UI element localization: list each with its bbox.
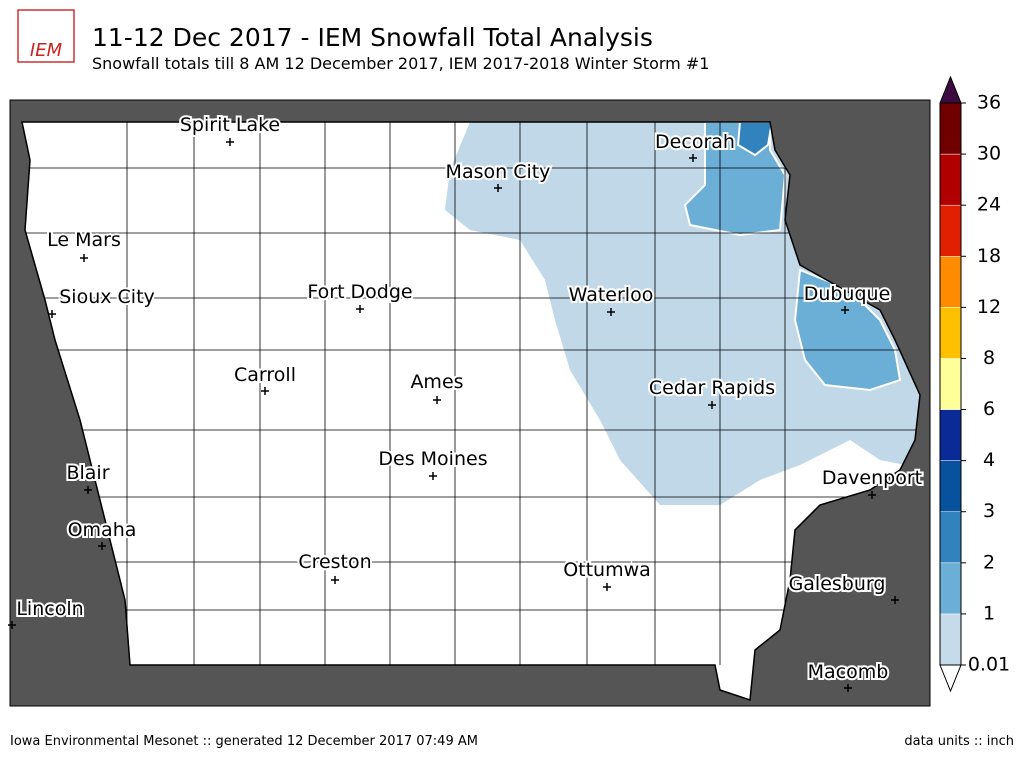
colorbar-segment [939, 358, 962, 410]
city-marker [356, 305, 364, 313]
colorbar-label: 0.01 [968, 654, 1010, 676]
city-marker [226, 138, 234, 146]
footer-left: Iowa Environmental Mesonet :: generated … [10, 734, 478, 749]
city-marker [331, 576, 339, 584]
city-label: Galesburg [789, 573, 886, 595]
colorbar-label: 18 [977, 245, 1001, 267]
city-marker [48, 310, 56, 318]
city-label: Dubuque [804, 283, 891, 305]
city-marker [689, 154, 697, 162]
city-marker [98, 542, 106, 550]
city-label: Mason City [446, 161, 551, 183]
logo-text: IEM [30, 40, 63, 61]
city-label: Creston [298, 551, 371, 573]
colorbar-outline [939, 103, 962, 665]
city-label: Waterloo [569, 284, 654, 306]
colorbar-label: 4 [983, 449, 995, 471]
city-label: Ames [410, 371, 463, 393]
city-label: Carroll [234, 364, 296, 386]
city-marker [607, 308, 615, 316]
city-marker [891, 596, 899, 604]
city-label: Omaha [68, 519, 137, 541]
colorbar-label: 2 [983, 551, 995, 573]
colorbar-label: 6 [983, 398, 995, 420]
colorbar-segment [939, 204, 962, 257]
colorbar-segment [939, 307, 962, 359]
colorbar-label: 3 [983, 500, 995, 522]
colorbar-label: 36 [977, 92, 1001, 114]
colorbar-segment [939, 102, 962, 155]
city-label: Blair [66, 462, 109, 484]
city-marker [8, 621, 16, 629]
colorbar-segment [939, 511, 962, 564]
city-marker [603, 583, 611, 591]
city-label: Spirit Lake [180, 114, 280, 136]
title: 11-12 Dec 2017 - IEM Snowfall Total Anal… [92, 23, 653, 52]
colorbar-label: 8 [983, 347, 995, 369]
colorbar-label: 12 [977, 296, 1001, 318]
city-label: Le Mars [47, 229, 121, 251]
city-label: Des Moines [378, 448, 487, 470]
city-label: Decorah [655, 131, 735, 153]
city-label: Lincoln [16, 598, 83, 620]
city-label: Davenport [822, 467, 922, 489]
city-label: Ottumwa [563, 559, 651, 581]
colorbar-segment [939, 562, 962, 615]
city-marker [84, 486, 92, 494]
colorbar-label: 30 [977, 143, 1001, 165]
iowa-border [21, 121, 921, 702]
city-marker [494, 184, 502, 192]
city-marker [261, 387, 269, 395]
city-label: Fort Dodge [307, 281, 412, 303]
colorbar-label: 24 [977, 194, 1001, 216]
footer-right: data units :: inch [904, 734, 1014, 749]
city-label: Sioux City [59, 286, 155, 308]
city-marker [708, 401, 716, 409]
colorbar-cap-top [939, 75, 962, 104]
colorbar-segment [939, 256, 962, 308]
city-marker [80, 254, 88, 262]
colorbar-segment [939, 460, 962, 512]
city-label: Cedar Rapids [649, 377, 775, 399]
snow-zone-dark [736, 122, 774, 157]
snow-zone-medium [793, 268, 902, 392]
colorbar-segment [939, 153, 962, 206]
colorbar-segment [939, 613, 962, 666]
county-lines [22, 122, 920, 665]
colorbar-cap-bottom [939, 664, 962, 693]
logo: IEM [17, 9, 75, 63]
city-marker [841, 306, 849, 314]
city-label: Macomb [808, 661, 889, 683]
city-marker [429, 472, 437, 480]
city-marker [844, 684, 852, 692]
city-marker [433, 396, 441, 404]
colorbar-label: 1 [983, 602, 995, 624]
colorbar-segment [939, 409, 962, 461]
logo-frame [17, 9, 75, 63]
subtitle: Snowfall totals till 8 AM 12 December 20… [92, 54, 709, 73]
city-marker [868, 491, 876, 499]
city-labels: Spirit Lake Decorah Mason City Le Mars Sioux… [8, 112, 924, 692]
